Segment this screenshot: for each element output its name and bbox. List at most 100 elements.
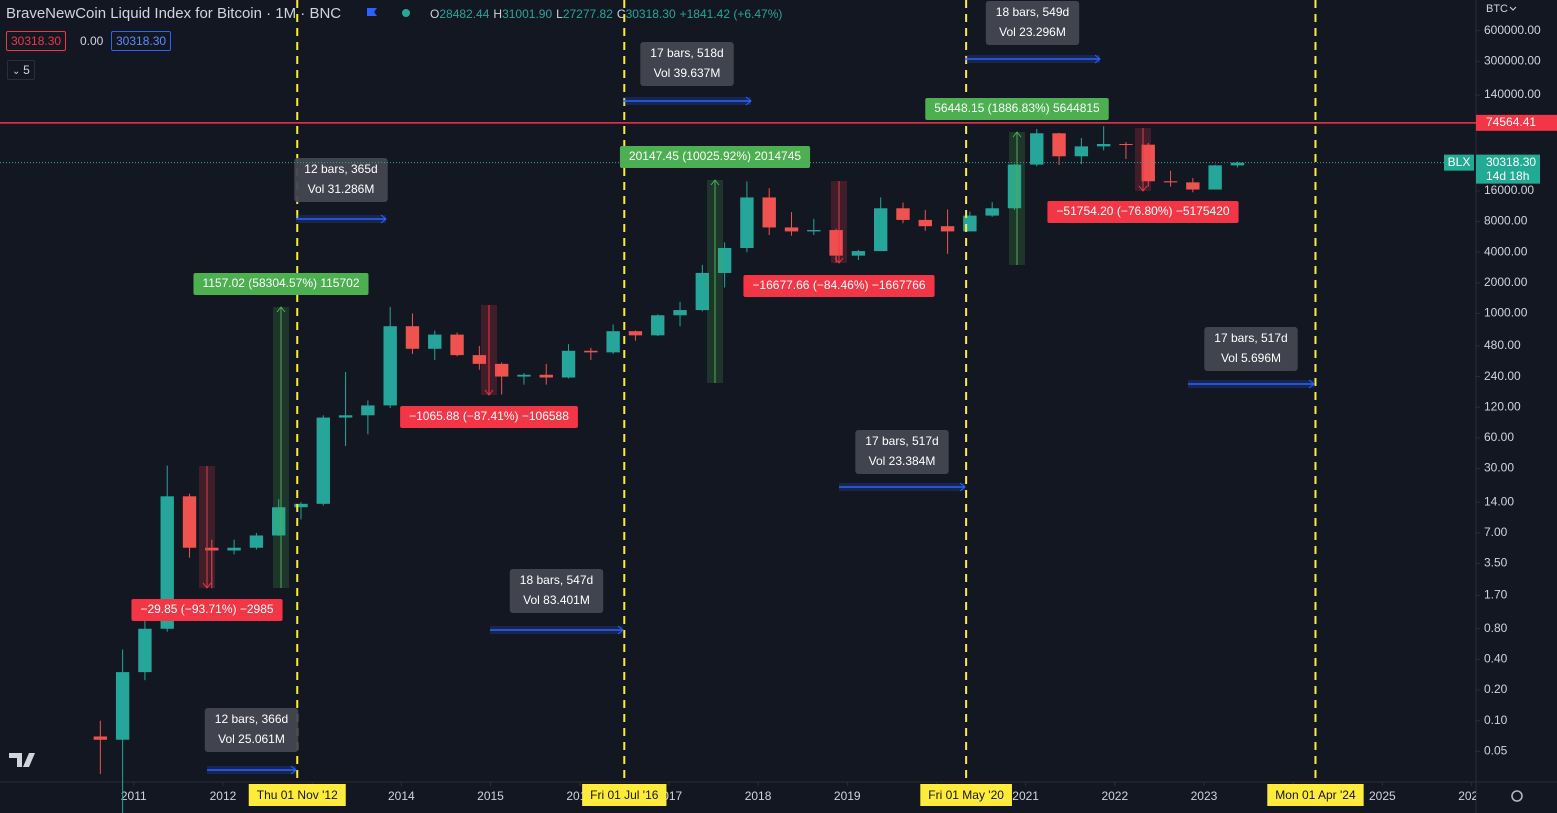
candle-body [651, 315, 665, 336]
range-bars: 17 bars, 518d [650, 46, 723, 60]
range-arrow [484, 389, 494, 396]
y-tick-label: 0.05 [1484, 744, 1508, 758]
range-arrow [710, 179, 720, 186]
x-tick-label: 2012 [210, 789, 237, 803]
chevron [1509, 6, 1517, 11]
range-volume: Vol 83.401M [523, 593, 590, 607]
range-info-box [294, 158, 388, 202]
y-tick-label: 240.00 [1484, 369, 1521, 383]
range-bars: 18 bars, 547d [520, 573, 593, 587]
currency[interactable]: BTC [1486, 3, 1508, 15]
candle-body [1186, 182, 1200, 190]
ohlc-key: L [556, 7, 563, 21]
candle-body [851, 251, 866, 256]
range-label: 1157.02 (58304.57%) 115702 [202, 276, 359, 290]
x-tick-label: 2026 [1458, 789, 1485, 803]
candle-body [1096, 144, 1111, 147]
ohlc-key: H [493, 7, 503, 21]
x-tick-label: 2014 [388, 789, 415, 803]
y-tick-label: 140000.00 [1484, 87, 1541, 101]
y-tick-label: 0.80 [1484, 621, 1508, 635]
candle-body [494, 363, 509, 377]
range-label-box [925, 98, 1109, 120]
range-volume: Vol 23.384M [869, 454, 936, 468]
candle-body [807, 230, 821, 232]
date-tag-label: Mon 01 Apr '24 [1275, 788, 1356, 802]
y-tick-label: 1000.00 [1484, 306, 1528, 320]
candle-body [1074, 146, 1089, 157]
range-arrow [380, 214, 387, 224]
range-volume: Vol 39.637M [654, 66, 721, 80]
range-arrow [834, 257, 844, 264]
bid-price[interactable]: 30318.30 [6, 31, 67, 51]
candle-body [717, 247, 732, 273]
range-volume: Vol 25.061M [218, 732, 285, 746]
plot: 2011201220132014201520162017201820192020… [93, 0, 1485, 813]
x-tick-label: 2021 [1012, 789, 1039, 803]
indicator-count[interactable]: ⌄ 5 [7, 60, 35, 80]
date-tag [248, 784, 346, 806]
range-bars: 17 bars, 517d [865, 434, 938, 448]
candle-body [1052, 133, 1066, 157]
ohlc-legend: O28482.44 H31001.90 L27277.82 C30318.30 +184… [430, 7, 786, 21]
range-info-box [509, 569, 604, 613]
spread: 0.00 [80, 34, 104, 48]
candle-body [985, 208, 999, 216]
x-tick-label: 2019 [834, 789, 861, 803]
y-tick-label: 480.00 [1484, 338, 1521, 352]
y-tick-label: 0.40 [1484, 652, 1508, 666]
date-tag [920, 784, 1012, 806]
candle-body [1030, 133, 1044, 165]
candle-body [338, 415, 353, 418]
y-tick-label: 8000.00 [1484, 214, 1528, 228]
y-tick-label: 60.00 [1484, 430, 1514, 444]
y-tick-label: 4000.00 [1484, 244, 1528, 258]
range-arrow [290, 765, 297, 775]
candle-body [428, 334, 442, 349]
date-tag-label: Thu 01 Nov '12 [257, 788, 338, 802]
candle-body [138, 628, 152, 673]
candle-body [1007, 164, 1022, 209]
range-arrow [745, 96, 752, 106]
last-price-tag [1476, 154, 1540, 184]
ohlc-key: C [616, 7, 626, 21]
range-info-box [855, 430, 949, 474]
x-tick-label: 2022 [1101, 789, 1128, 803]
range-label: −51754.20 (−76.80%) −5175420 [1056, 204, 1229, 218]
indicator-value: 5 [23, 63, 30, 77]
symbol-tag [1444, 154, 1474, 171]
range-volume: Vol 23.296M [999, 25, 1066, 39]
candle-body [1230, 162, 1245, 166]
y-tick-label: 0.20 [1484, 682, 1508, 696]
candle-body [695, 272, 710, 311]
range-label-box [193, 273, 369, 295]
candle-body [450, 334, 464, 356]
range-arrow [1308, 379, 1315, 389]
ask-price[interactable]: 30318.30 [111, 31, 172, 51]
logo[interactable] [9, 753, 35, 767]
range-info-box [1204, 327, 1298, 371]
settings-icon[interactable] [1511, 790, 1523, 802]
candle-body [1141, 144, 1155, 182]
candle-body [539, 374, 553, 378]
x-tick-label: 2015 [477, 789, 504, 803]
ohlc-value: 30318.30 [625, 7, 676, 21]
x-tick-label: 2018 [745, 789, 772, 803]
x-tick-label: 2011 [121, 789, 147, 803]
ohlc-value: 27277.82 [562, 7, 613, 21]
symbol-title[interactable]: BraveNewCoin Liquid Index for Bitcoin · … [6, 5, 342, 22]
candle-body [1208, 165, 1222, 190]
range-info-box [640, 42, 734, 86]
candle-body [1119, 144, 1133, 146]
candle-body [940, 226, 955, 232]
candle-body [673, 310, 687, 316]
countdown-label: 14d 18h [1486, 169, 1529, 183]
range-label: 20147.45 (10025.92%) 2014745 [629, 149, 801, 163]
range-arrow [1012, 131, 1022, 138]
last-price-label: 30318.30 [1486, 155, 1536, 169]
date-tag [1267, 784, 1364, 806]
y-tick-label: 16000.00 [1484, 183, 1534, 197]
range-bars: 12 bars, 366d [215, 712, 288, 726]
candle-body [227, 547, 241, 551]
